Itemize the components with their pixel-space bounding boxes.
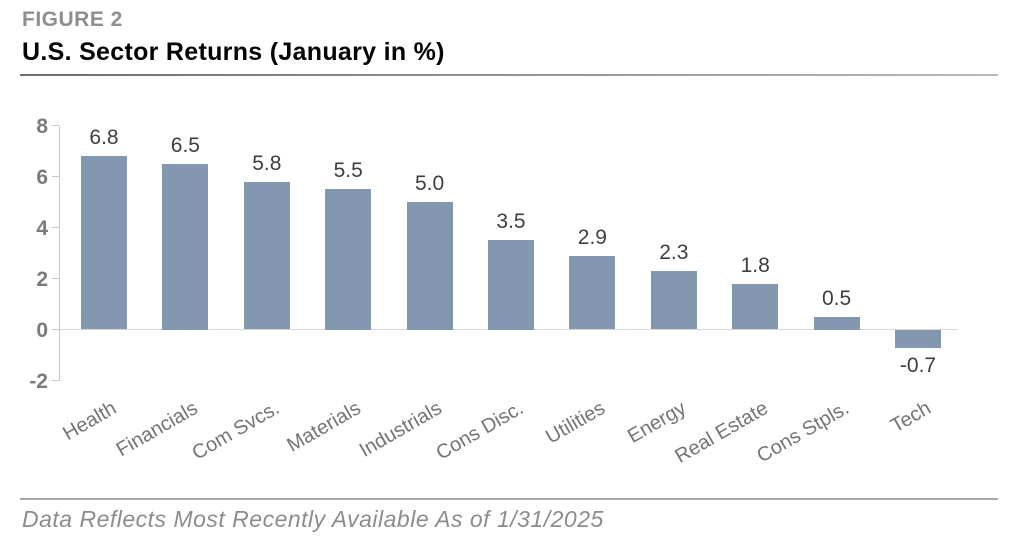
x-category-label: Utilities	[542, 397, 609, 449]
bar-value-label: 6.5	[170, 133, 200, 157]
bar-com-svcs	[243, 181, 290, 330]
x-axis-baseline	[60, 328, 958, 331]
bar-cons-stpls	[813, 316, 860, 330]
y-tick-mark	[52, 175, 59, 178]
bar-real-estate	[732, 283, 779, 330]
bar-industrials	[406, 202, 453, 330]
y-tick-label: 4	[36, 216, 48, 240]
x-category-label: Health	[59, 397, 121, 446]
bar-utilities	[569, 255, 616, 330]
y-tick-label: 2	[36, 267, 48, 291]
x-category-label: Energy	[624, 397, 691, 448]
page-title: U.S. Sector Returns (January in %)	[22, 38, 445, 66]
bar-materials	[325, 189, 372, 330]
bar-value-label: -0.7	[899, 354, 937, 378]
x-category-label: Financials	[112, 397, 202, 462]
y-tick-mark	[52, 328, 59, 331]
y-tick-mark	[52, 226, 59, 229]
x-category-label: Materials	[283, 397, 365, 457]
y-tick-label: -2	[29, 369, 48, 393]
x-category-label: Cons Stpls.	[753, 397, 854, 468]
bar-value-label: 5.5	[333, 159, 363, 183]
y-tick-mark	[52, 379, 59, 382]
x-category-label: Real Estate	[671, 397, 772, 468]
x-category-label: Com Svcs.	[188, 397, 284, 465]
y-tick-label: 6	[36, 165, 48, 189]
y-axis-line	[58, 126, 60, 381]
bar-financials	[162, 163, 209, 330]
bar-value-label: 6.8	[89, 126, 119, 150]
bar-value-label: 5.0	[414, 172, 445, 195]
bar-health	[81, 156, 127, 330]
y-tick-label: 0	[36, 318, 48, 342]
bar-value-label: 2.3	[659, 240, 689, 264]
y-tick-mark	[52, 124, 59, 127]
footnote: Data Reflects Most Recently Available As…	[22, 506, 604, 532]
y-tick-mark	[52, 277, 59, 280]
bar-value-label: 5.8	[252, 151, 282, 175]
x-category-label: Cons Disc.	[432, 397, 528, 465]
y-tick-label: 8	[36, 114, 48, 138]
bar-value-label: 3.5	[496, 210, 526, 234]
x-category-label: Tech	[886, 397, 935, 438]
title-divider	[20, 74, 998, 76]
bar-energy	[650, 270, 697, 330]
bar-value-label: 2.9	[577, 225, 607, 249]
x-category-label: Industrials	[356, 397, 447, 462]
footer-divider	[20, 498, 998, 500]
figure-label: FIGURE 2	[22, 8, 123, 31]
bar-value-label: 1.8	[740, 253, 770, 277]
bar-value-label: 0.5	[821, 286, 852, 310]
bar-cons-disc	[488, 240, 534, 330]
bar-tech	[895, 330, 941, 349]
